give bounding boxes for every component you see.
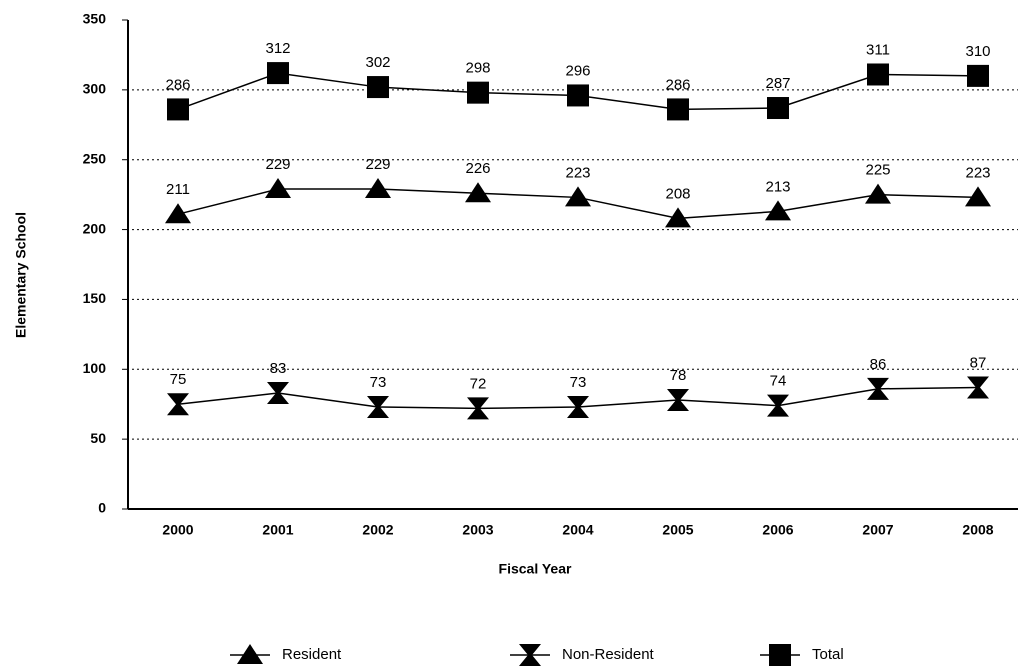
data-label: 310 (965, 43, 990, 60)
data-label: 286 (665, 76, 690, 93)
point (765, 200, 791, 221)
point (667, 98, 689, 121)
point (267, 382, 289, 405)
data-label: 75 (170, 371, 187, 388)
x-tick-label: 2001 (262, 522, 293, 538)
point (867, 377, 889, 400)
y-tick-label: 200 (83, 220, 107, 236)
data-label: 229 (265, 156, 290, 173)
point (167, 393, 189, 416)
data-label: 298 (465, 60, 490, 77)
point (467, 81, 489, 104)
data-label: 225 (865, 162, 890, 179)
y-tick-label: 300 (83, 81, 107, 97)
point (767, 97, 789, 120)
point (567, 396, 589, 419)
data-label: 208 (665, 185, 690, 202)
data-label: 226 (465, 160, 490, 177)
legend-label: Non-Resident (562, 646, 655, 663)
point (565, 186, 591, 207)
x-tick-label: 2008 (962, 522, 993, 538)
data-label: 223 (565, 164, 590, 181)
legend-label: Resident (282, 646, 342, 663)
y-axis-label: Elementary School (13, 212, 29, 338)
data-label: 213 (765, 178, 790, 195)
x-tick-label: 2004 (562, 522, 593, 538)
legend-label: Total (812, 646, 844, 663)
point (867, 63, 889, 86)
y-tick-label: 50 (90, 430, 106, 446)
point (367, 76, 389, 99)
x-tick-label: 2003 (462, 522, 493, 538)
legend-marker (519, 644, 541, 666)
point (467, 397, 489, 420)
x-tick-label: 2005 (662, 522, 693, 538)
y-tick-label: 250 (83, 150, 107, 166)
point (665, 207, 691, 228)
y-tick-label: 150 (83, 290, 107, 306)
data-label: 87 (970, 354, 987, 371)
point (967, 376, 989, 399)
x-axis-label: Fiscal Year (499, 561, 572, 577)
point (567, 84, 589, 107)
point (267, 62, 289, 85)
data-label: 311 (866, 41, 890, 58)
point (167, 98, 189, 121)
x-tick-label: 2000 (162, 522, 193, 538)
point (967, 64, 989, 87)
data-label: 229 (365, 156, 390, 173)
data-label: 211 (166, 181, 190, 198)
data-label: 312 (265, 40, 290, 57)
data-label: 78 (670, 367, 687, 384)
point (165, 203, 191, 224)
point (965, 186, 991, 207)
legend-marker (237, 644, 263, 664)
data-label: 83 (270, 360, 287, 377)
y-tick-label: 100 (83, 360, 107, 376)
point (865, 183, 891, 204)
point (265, 178, 291, 199)
point (365, 178, 391, 199)
data-label: 74 (770, 373, 787, 390)
point (767, 394, 789, 417)
point (465, 182, 491, 203)
data-label: 296 (565, 62, 590, 79)
x-tick-label: 2006 (762, 522, 793, 538)
data-label: 287 (765, 75, 790, 92)
y-tick-label: 350 (83, 11, 107, 27)
x-tick-label: 2002 (362, 522, 393, 538)
legend-marker (769, 644, 791, 666)
point (367, 396, 389, 419)
y-tick-label: 0 (98, 500, 106, 516)
data-label: 72 (470, 375, 487, 392)
x-tick-label: 2007 (862, 522, 893, 538)
data-label: 286 (165, 76, 190, 93)
data-label: 73 (370, 374, 387, 391)
data-label: 302 (365, 54, 390, 71)
data-label: 73 (570, 374, 587, 391)
point (667, 389, 689, 412)
data-label: 86 (870, 356, 887, 373)
data-label: 223 (965, 164, 990, 181)
